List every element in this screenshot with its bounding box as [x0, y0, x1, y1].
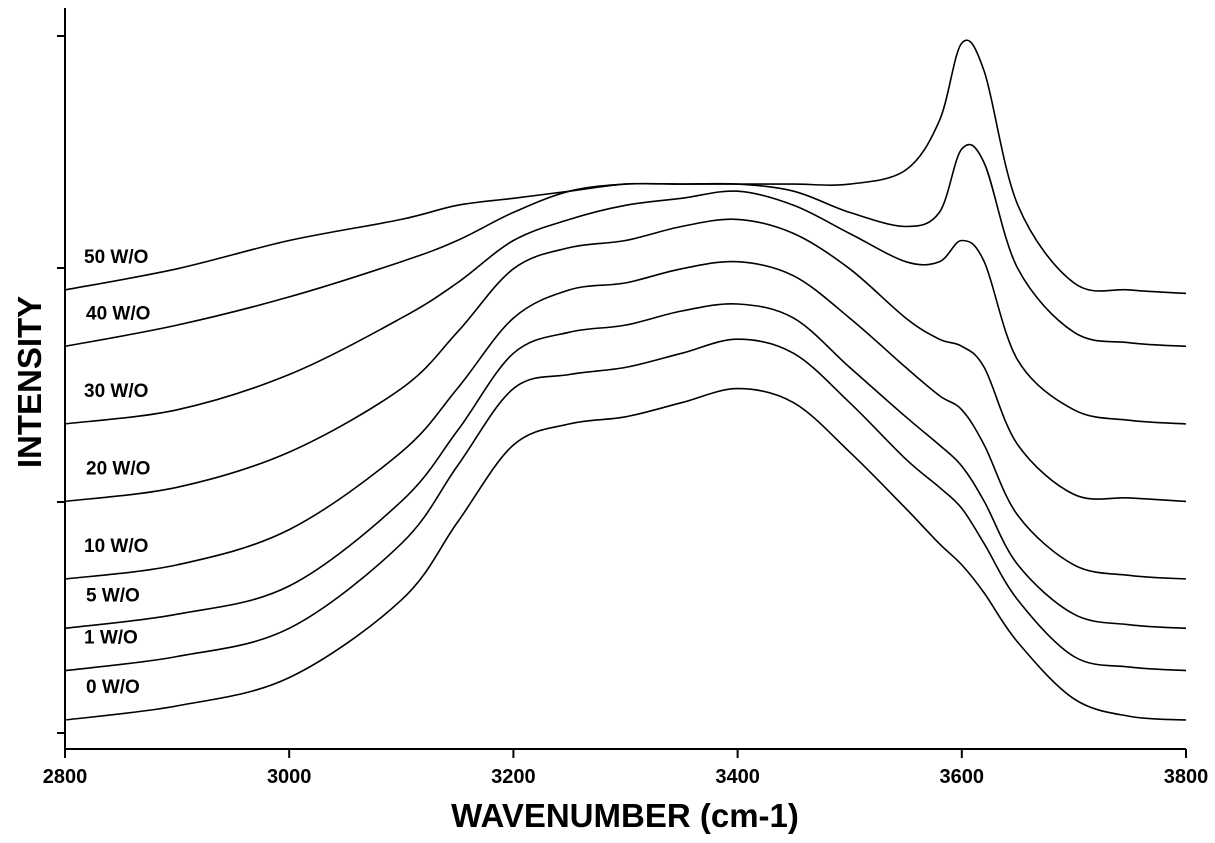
x-tick-label: 3200	[491, 766, 536, 788]
series-line	[64, 39, 1187, 295]
x-tick-label: 3400	[715, 766, 760, 788]
series-line	[64, 218, 1187, 503]
series-label: 1 W/O	[84, 628, 138, 649]
series-label: 10 W/O	[84, 536, 148, 557]
x-tick-label: 3800	[1164, 766, 1209, 788]
series-labels: 0 W/O 1 W/O 5 W/O 10 W/O 20 W/O 30 W/O 40 W/O 5…	[84, 247, 150, 698]
x-axis-title: WAVENUMBER (cm-1)	[451, 797, 799, 834]
series-label: 30 W/O	[84, 381, 148, 402]
series-curves	[64, 39, 1187, 721]
series-line	[64, 260, 1187, 580]
x-tick-label: 3600	[940, 766, 985, 788]
series-line	[64, 303, 1187, 630]
series-label: 50 W/O	[84, 247, 148, 268]
series-line	[64, 190, 1187, 425]
series-line	[64, 387, 1187, 721]
series-label: 5 W/O	[86, 585, 140, 606]
x-tick-label: 2800	[43, 766, 88, 788]
x-ticks: 2800 3000 3200 3400 3600 3800	[43, 749, 1209, 788]
x-tick-label: 3000	[267, 766, 312, 788]
series-label: 20 W/O	[86, 458, 150, 479]
y-axis-title: INTENSITY	[11, 296, 48, 468]
series-label: 0 W/O	[86, 677, 140, 698]
axes	[57, 8, 1186, 750]
series-line	[64, 338, 1187, 672]
series-line	[64, 143, 1187, 348]
series-label: 40 W/O	[86, 303, 150, 324]
